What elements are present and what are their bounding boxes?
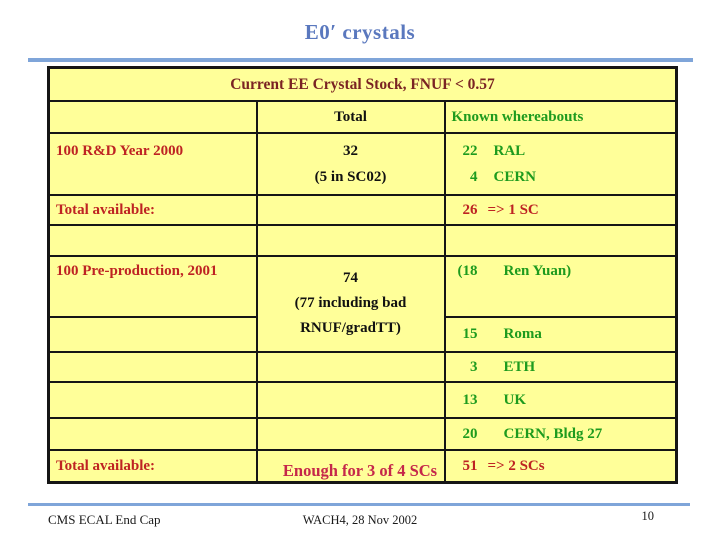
- empty-cell: [47, 381, 258, 419]
- table-title: Current EE Crystal Stock, FNUF < 0.57: [47, 66, 678, 102]
- empty-cell: [255, 381, 446, 419]
- roma-cell: 15 Roma: [443, 316, 678, 353]
- rnd-whereabouts-cell: 22 RAL 4 CERN: [443, 132, 678, 196]
- spacer-row: [47, 224, 678, 257]
- total-available-row-2: Total available: 51 => 2 SCs: [47, 449, 678, 484]
- empty-cell: [255, 417, 446, 451]
- page-number: 10: [641, 509, 655, 523]
- empty-cell: [255, 351, 446, 383]
- footer-event-date: WACH4, 28 Nov 2002: [302, 513, 418, 527]
- crystal-stock-table: Current EE Crystal Stock, FNUF < 0.57 To…: [47, 66, 679, 484]
- preproduction-total-note2: RNUF/gradTT): [300, 319, 401, 336]
- empty-cell: [47, 224, 258, 257]
- preproduction-row: 100 Pre-production, 2001 74 (77 includin…: [47, 255, 678, 353]
- eth-row: 3 ETH: [47, 351, 678, 383]
- preproduction-whereabouts-cell: (18 Ren Yuan): [443, 255, 678, 318]
- empty-cell: [443, 224, 678, 257]
- footer-author: CMS ECAL End Cap: [48, 512, 161, 527]
- empty-cell: [47, 316, 258, 353]
- preproduction-total-value: 74: [343, 269, 358, 286]
- whereabouts-line: 4 CERN: [470, 169, 537, 185]
- total-available-row-1: Total available: 26 => 1 SC: [47, 194, 678, 226]
- total-available-label-1: Total available:: [47, 194, 258, 226]
- preproduction-label: 100 Pre-production, 2001: [47, 255, 258, 318]
- total-available-label-2: Total available:: [47, 449, 258, 484]
- rnd-label: 100 R&D Year 2000: [47, 132, 258, 196]
- rnd-total-note: (5 in SC02): [314, 169, 387, 185]
- total-available-value-2: 51 => 2 SCs: [443, 449, 678, 484]
- rnd-total-value: 32: [343, 143, 358, 159]
- column-header-total: Total: [255, 100, 446, 134]
- empty-cell: [255, 224, 446, 257]
- preproduction-total-note1: (77 including bad: [294, 294, 407, 311]
- uk-row: 13 UK: [47, 381, 678, 419]
- rnd-total-cell: 32 (5 in SC02): [255, 132, 446, 196]
- total-available-value-1: 26 => 1 SC: [443, 194, 678, 226]
- column-header-row: Total Known whereabouts: [47, 100, 678, 134]
- column-header-whereabouts: Known whereabouts: [443, 100, 678, 134]
- empty-corner-cell: [47, 100, 258, 134]
- table-title-row: Current EE Crystal Stock, FNUF < 0.57: [47, 66, 678, 102]
- cern-bldg-row: 20 CERN, Bldg 27: [47, 417, 678, 451]
- title-divider-line: [28, 58, 693, 62]
- empty-cell: [47, 351, 258, 383]
- empty-cell: [47, 417, 258, 451]
- roma-row: 15 Roma: [47, 316, 678, 353]
- empty-cell: [255, 449, 446, 484]
- conclusion-text: Enough for 3 of 4 SCs: [282, 461, 438, 480]
- eth-cell: 3 ETH: [443, 351, 678, 383]
- cern-bldg-cell: 20 CERN, Bldg 27: [443, 417, 678, 451]
- empty-cell: [255, 194, 446, 226]
- rnd-row: 100 R&D Year 2000 32 (5 in SC02) 22 RAL 4…: [47, 132, 678, 196]
- uk-cell: 13 UK: [443, 381, 678, 419]
- slide-title: E0′ crystals: [304, 20, 416, 44]
- footer-divider-line: [28, 503, 690, 506]
- whereabouts-line: 22 RAL: [462, 143, 526, 159]
- preproduction-total-cell: 74 (77 including bad RNUF/gradTT): [255, 255, 446, 353]
